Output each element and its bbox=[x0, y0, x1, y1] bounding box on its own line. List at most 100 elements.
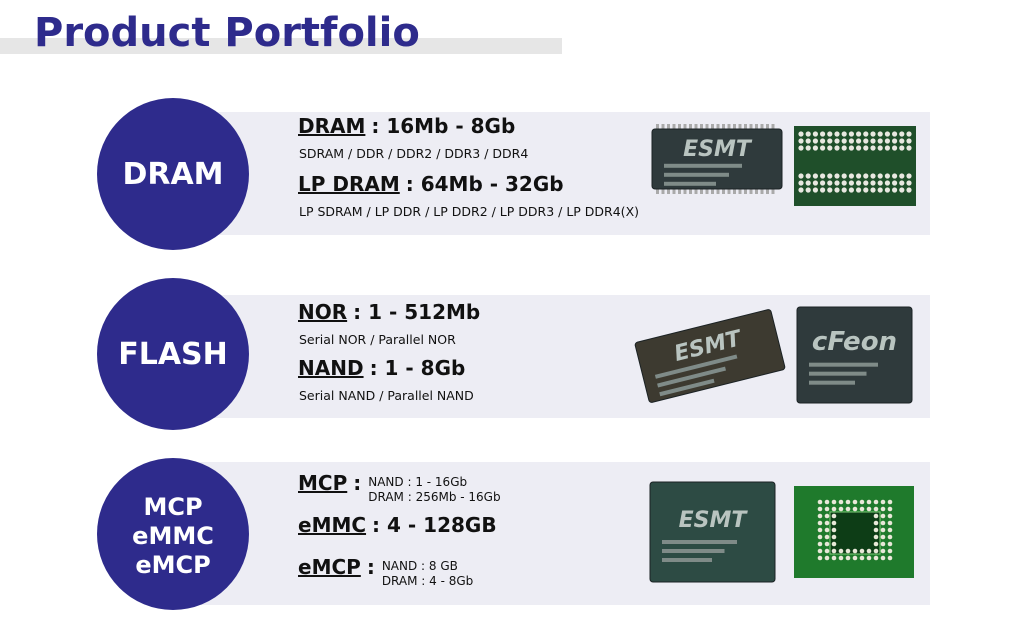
bga-ball bbox=[884, 180, 891, 186]
chip-image: ESMT bbox=[649, 481, 776, 583]
product-detail: LP SDRAM / LP DDR / LP DDR2 / LP DDR3 / … bbox=[299, 204, 639, 219]
pcb-ball bbox=[880, 499, 886, 505]
bga-ball bbox=[892, 131, 898, 137]
bga-ball bbox=[841, 173, 847, 179]
chip-brand: ESMT bbox=[679, 508, 749, 533]
bga-ball bbox=[805, 173, 811, 179]
bga-ball bbox=[906, 145, 912, 151]
chip-marking bbox=[659, 378, 715, 397]
pcb-ball bbox=[824, 548, 830, 554]
chip-pin bbox=[667, 124, 670, 130]
bga-ball bbox=[812, 187, 819, 193]
pcb-ball bbox=[831, 506, 837, 512]
product-note: NAND : 1 - 16Gb bbox=[368, 475, 467, 489]
bga-ball bbox=[906, 138, 912, 144]
bga-ball bbox=[841, 180, 847, 186]
bga-ball bbox=[805, 131, 811, 137]
bga-ball bbox=[827, 138, 833, 144]
product-name: eMCP bbox=[298, 555, 361, 579]
bga-ball bbox=[870, 131, 876, 137]
pcb-ball bbox=[817, 513, 823, 519]
chip-marking bbox=[657, 366, 726, 388]
bga-ball bbox=[877, 138, 883, 144]
pcb-ball bbox=[859, 548, 865, 554]
pcb-ball bbox=[866, 499, 872, 505]
chip-pin bbox=[705, 124, 709, 130]
pcb-ball bbox=[824, 555, 830, 561]
chip-image: cFeon bbox=[796, 306, 913, 404]
pcb-ball bbox=[845, 555, 851, 561]
bga-ball bbox=[798, 180, 804, 186]
chip-pin bbox=[738, 188, 742, 194]
bga-ball bbox=[827, 173, 833, 179]
pcb-ball bbox=[887, 527, 893, 533]
bga-ball bbox=[892, 173, 898, 179]
pcb-ball bbox=[887, 548, 893, 554]
chip-pin bbox=[705, 188, 709, 194]
chip-pin bbox=[749, 188, 753, 194]
pcb-ball bbox=[873, 520, 879, 526]
chip-pin bbox=[667, 188, 670, 194]
bga-ball bbox=[834, 138, 840, 144]
chip-pin bbox=[727, 124, 731, 130]
chip-pin bbox=[716, 124, 720, 130]
chip-pin bbox=[716, 188, 720, 194]
pcb-ball bbox=[817, 499, 823, 505]
bga-ball bbox=[877, 187, 883, 193]
bga-ball bbox=[834, 180, 840, 186]
product-spec: : bbox=[353, 471, 361, 495]
chip-marking bbox=[664, 163, 742, 168]
pcb-ball bbox=[824, 520, 830, 526]
bga-ball bbox=[899, 138, 905, 144]
pcb-ball bbox=[880, 555, 886, 561]
bga-ball bbox=[848, 131, 855, 137]
bga-ball bbox=[812, 173, 819, 179]
product-note: DRAM : 256Mb - 16Gb bbox=[368, 490, 500, 504]
bga-ball bbox=[899, 187, 905, 193]
product-spec: : 16Mb - 8Gb bbox=[371, 114, 515, 138]
chip-pin bbox=[678, 124, 681, 130]
bga-ball bbox=[827, 187, 833, 193]
product-name: MCP bbox=[298, 471, 347, 495]
bga-ball bbox=[877, 173, 883, 179]
product-note: DRAM : 4 - 8Gb bbox=[382, 574, 473, 588]
chip-pin bbox=[749, 124, 753, 130]
chip-pin bbox=[672, 188, 676, 194]
product-detail: Serial NOR / Parallel NOR bbox=[299, 332, 456, 347]
bga-ball bbox=[848, 187, 855, 193]
bga-ball bbox=[841, 138, 847, 144]
product-detail: Serial NAND / Parallel NAND bbox=[299, 388, 474, 403]
bga-ball bbox=[877, 131, 883, 137]
chip-marking bbox=[662, 549, 725, 553]
pcb-ball bbox=[852, 548, 858, 554]
pcb-ball bbox=[880, 527, 886, 533]
pcb-ball bbox=[831, 541, 837, 547]
pcb-ball bbox=[859, 555, 865, 561]
product-name: LP DRAM bbox=[298, 172, 400, 196]
pcb-ball bbox=[873, 506, 879, 512]
chip-marking bbox=[809, 371, 867, 376]
chip-pin bbox=[755, 124, 758, 130]
bga-ball bbox=[820, 173, 826, 179]
bga-ball bbox=[820, 180, 826, 186]
pcb-ball bbox=[831, 534, 837, 540]
chip-marking bbox=[654, 354, 738, 379]
pcb-ball bbox=[824, 499, 830, 505]
bga-ball bbox=[834, 131, 840, 137]
chip-pin bbox=[694, 188, 698, 194]
pcb-ball bbox=[817, 506, 823, 512]
pcb-ball bbox=[824, 513, 830, 519]
bga-ball bbox=[892, 187, 898, 193]
bga-ball bbox=[841, 187, 847, 193]
pcb-ball bbox=[880, 520, 886, 526]
pcb-ball bbox=[866, 555, 872, 561]
chip-image: ESMT bbox=[651, 128, 783, 190]
chip-pin bbox=[661, 188, 665, 194]
bga-ball bbox=[834, 173, 840, 179]
pcb-ball bbox=[838, 548, 844, 554]
bga-ball bbox=[841, 131, 847, 137]
bga-ball bbox=[856, 173, 862, 179]
badge-label: DRAM bbox=[122, 157, 223, 192]
bga-ball bbox=[848, 180, 855, 186]
